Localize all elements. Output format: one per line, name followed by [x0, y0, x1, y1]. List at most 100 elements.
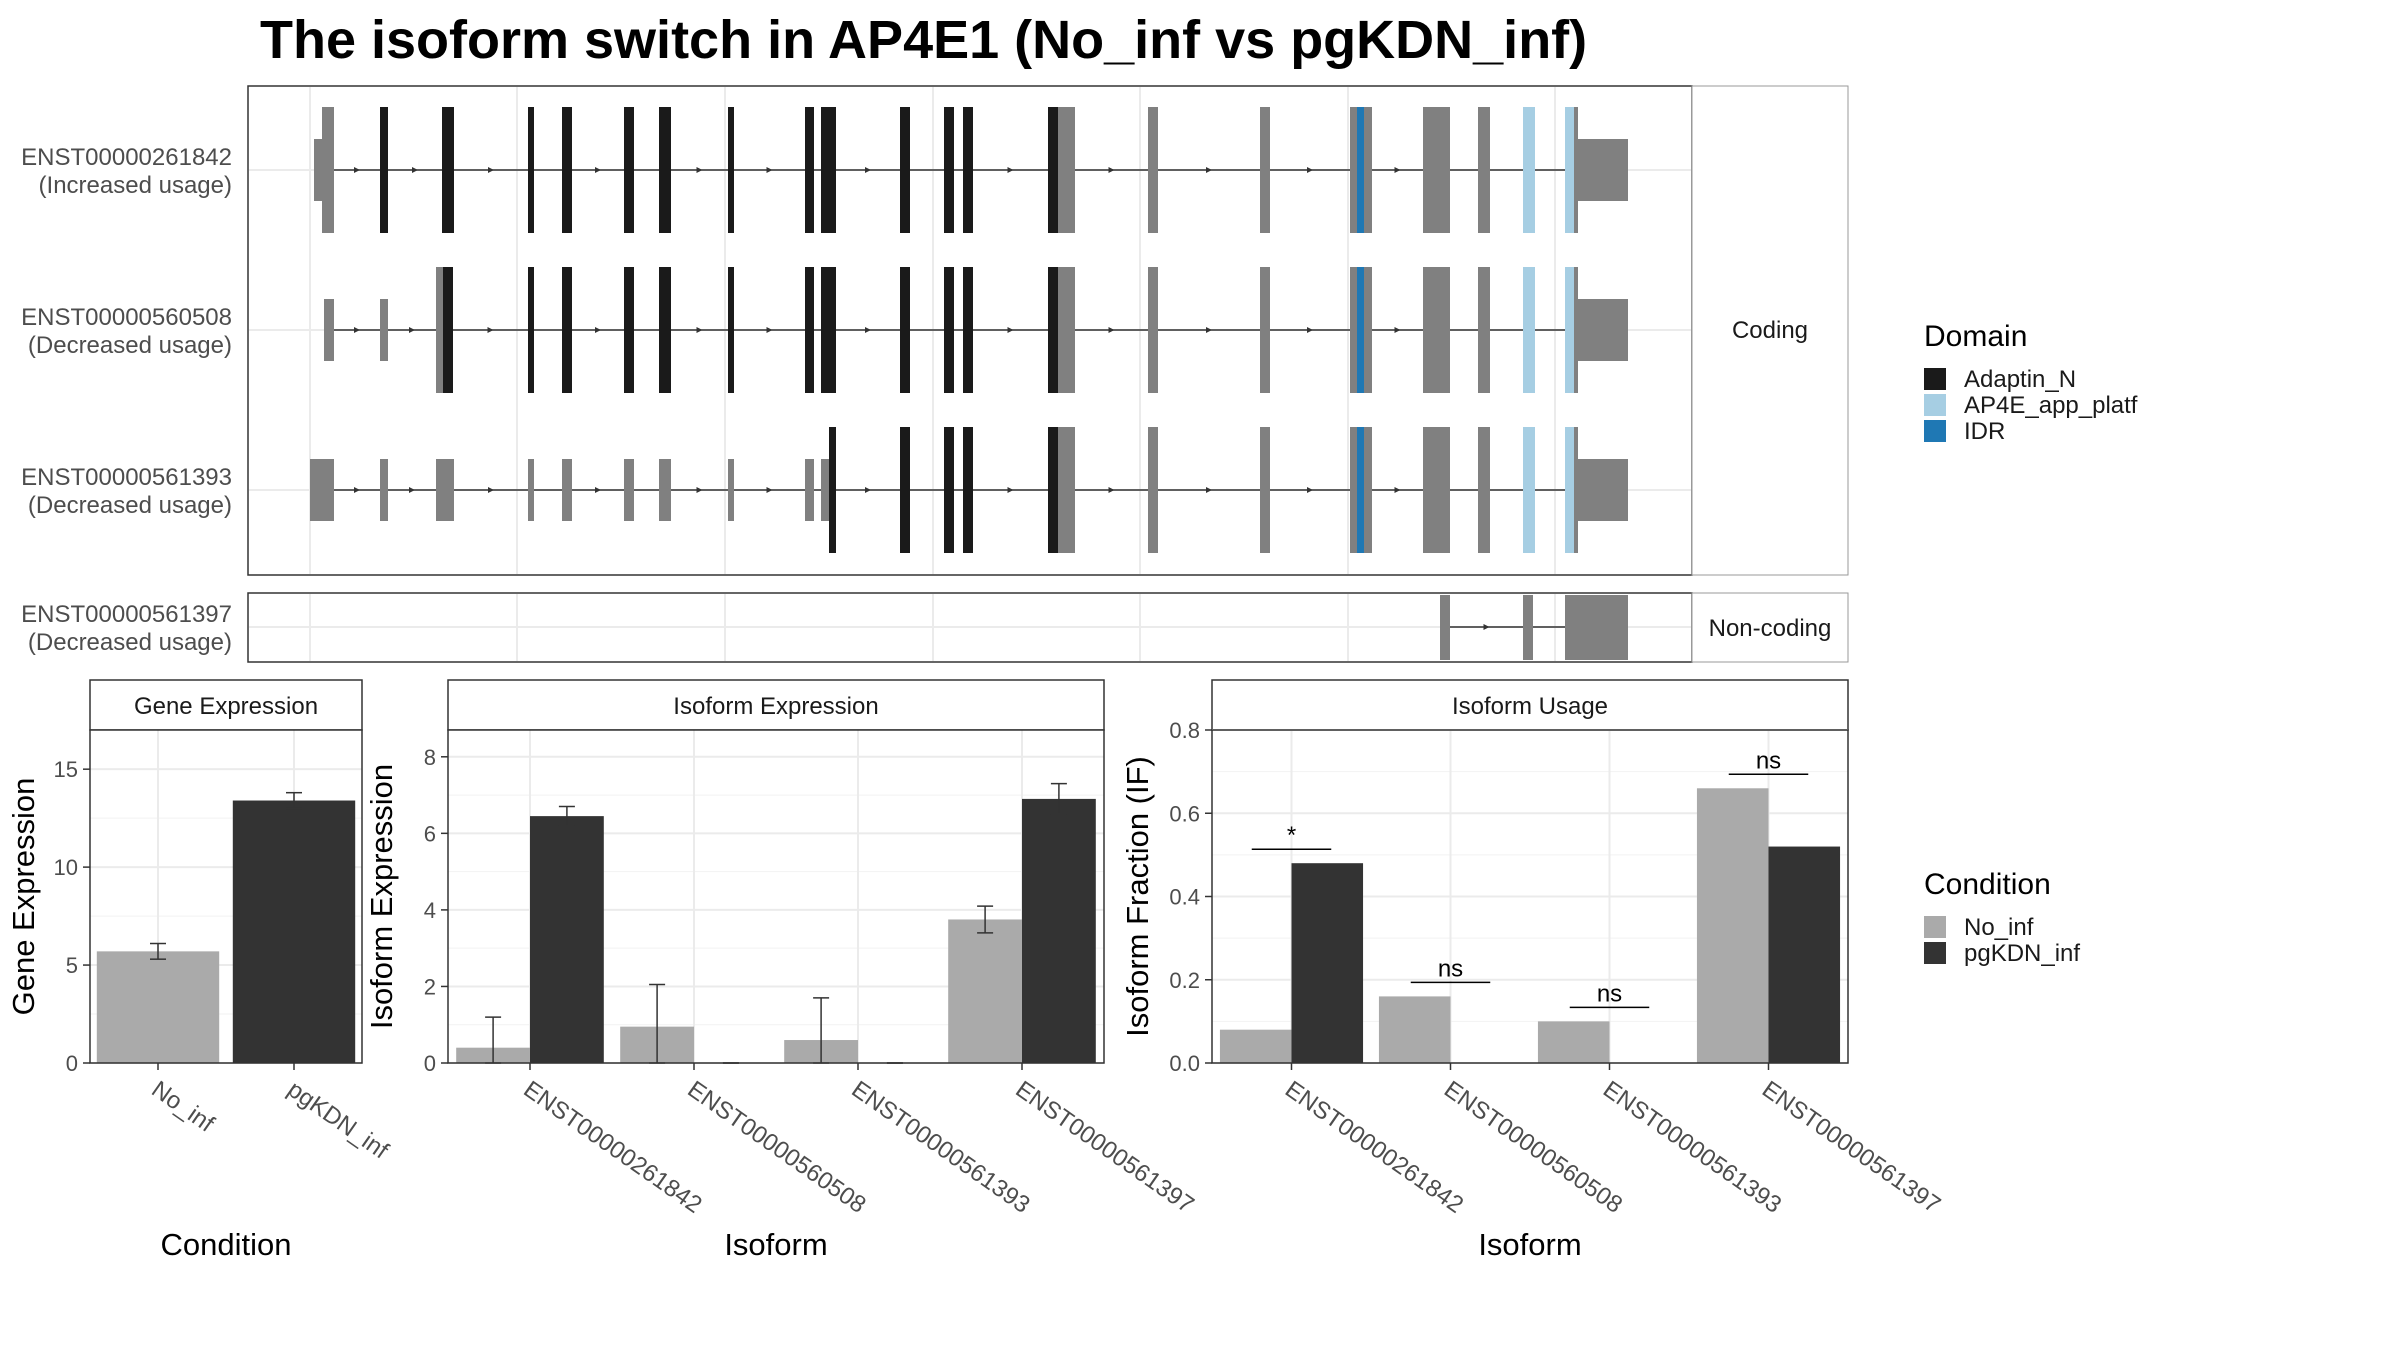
exon-block: [1148, 267, 1158, 393]
significance-label: *: [1287, 822, 1296, 849]
exon-block: [442, 107, 454, 233]
intron-arrow: [409, 327, 415, 333]
legend-label: Adaptin_N: [1964, 366, 2076, 393]
intron-arrow: [1108, 327, 1115, 333]
y-tick-label: 0: [424, 1051, 436, 1076]
transcript-status-label: (Decreased usage): [28, 629, 232, 656]
intron-arrow: [595, 327, 601, 333]
transcript-id-label: ENST00000561397: [21, 601, 232, 628]
plot-border: [89, 729, 363, 1064]
significance-label: ns: [1756, 747, 1781, 774]
exon-block: [624, 459, 634, 521]
exon-block: [1574, 427, 1578, 553]
exon-block: [1048, 267, 1058, 393]
intron-arrow: [696, 167, 703, 173]
y-axis-title: Gene Expression: [6, 778, 41, 1016]
y-tick-label: 0.0: [1169, 1051, 1200, 1076]
exon-block: [1260, 107, 1270, 233]
bar: [1219, 1029, 1292, 1063]
isoform-expression-chart: Isoform Expression02468ENST00000261842EN…: [364, 679, 1199, 1262]
exon-block: [1523, 107, 1535, 233]
exon-block: [1065, 427, 1075, 553]
exon-block: [1357, 427, 1364, 553]
legend-label: IDR: [1964, 418, 2005, 445]
intron-arrow: [1206, 487, 1212, 493]
exon-block: [728, 459, 734, 521]
y-tick-label: 10: [54, 855, 78, 880]
intron-arrow: [595, 487, 601, 493]
intron-arrow: [1394, 167, 1401, 173]
exon-block: [821, 267, 836, 393]
legend-title: Condition: [1924, 868, 2051, 901]
bar: [948, 919, 1022, 1063]
exon-block: [528, 267, 534, 393]
intron-arrow: [766, 167, 773, 173]
bar: [530, 816, 604, 1063]
exon-block: [1523, 267, 1535, 393]
exon-block: [1350, 427, 1357, 553]
exon-block: [1350, 107, 1357, 233]
exon-block: [1423, 267, 1450, 393]
exon-block: [1364, 107, 1372, 233]
intron-arrow: [1394, 327, 1401, 333]
panel-title: Isoform Expression: [673, 693, 878, 720]
intron-arrow: [865, 327, 871, 333]
y-tick-label: 4: [424, 898, 436, 923]
figure-title: The isoform switch in AP4E1 (No_inf vs p…: [260, 10, 1587, 70]
exon-block: [624, 267, 634, 393]
intron-arrow: [1108, 487, 1115, 493]
exon-block: [728, 267, 734, 393]
intron-arrow: [595, 167, 601, 173]
y-tick-label: 0.8: [1169, 718, 1200, 743]
exon-block: [562, 267, 572, 393]
transcript-id-label: ENST00000261842: [21, 144, 232, 171]
exon-block: [1423, 427, 1450, 553]
intron-arrow: [1307, 167, 1313, 173]
exon-block: [1065, 107, 1075, 233]
intron-arrow: [1108, 167, 1115, 173]
exon-block: [659, 107, 671, 233]
exon-block: [1423, 107, 1450, 233]
exon-block: [436, 459, 454, 521]
isoform-usage-chart: Isoform Usage*nsnsns0.00.20.40.60.8ENST0…: [1120, 679, 1945, 1262]
coding-strip: [1691, 85, 1849, 576]
y-tick-label: 6: [424, 821, 436, 846]
bar: [1378, 996, 1451, 1063]
intron-arrow: [1394, 487, 1401, 493]
legend-key: [1924, 916, 1946, 938]
legend-label: No_inf: [1964, 914, 2034, 941]
panel-strip: [1211, 679, 1849, 731]
exon-block: [380, 299, 388, 361]
exon-block: [944, 427, 954, 553]
exon-block: [1440, 595, 1450, 660]
legend-key: [1924, 368, 1946, 390]
exon-block: [944, 267, 954, 393]
y-tick-label: 2: [424, 974, 436, 999]
exon-block: [805, 107, 814, 233]
y-tick-label: 0.2: [1169, 968, 1200, 993]
exon-block: [1565, 595, 1628, 660]
exon-block: [1357, 267, 1364, 393]
exon-block: [963, 107, 973, 233]
transcript-structure-panel: Coding Non-coding ENST00000261842(Increase…: [21, 85, 1849, 663]
exon-block: [829, 427, 836, 553]
exon-block: [900, 427, 910, 553]
significance-label: ns: [1438, 955, 1463, 982]
legend-label: pgKDN_inf: [1964, 940, 2080, 967]
x-axis-title: Isoform: [724, 1227, 827, 1262]
transcript-status-label: (Decreased usage): [28, 492, 232, 519]
gene-expression-chart: Gene Expression 0 5 10 15 No_inf pgKDN_inf Cond…: [6, 679, 393, 1262]
bar: [232, 800, 356, 1063]
exon-block: [1357, 107, 1364, 233]
intron-arrow: [1307, 327, 1313, 333]
panel-strip: [89, 679, 363, 731]
exon-block: [314, 139, 322, 201]
exon-block: [1048, 107, 1058, 233]
exon-block: [1364, 427, 1372, 553]
intron-arrow: [1206, 167, 1212, 173]
exon-block: [1523, 427, 1535, 553]
intron-arrow: [354, 487, 360, 493]
